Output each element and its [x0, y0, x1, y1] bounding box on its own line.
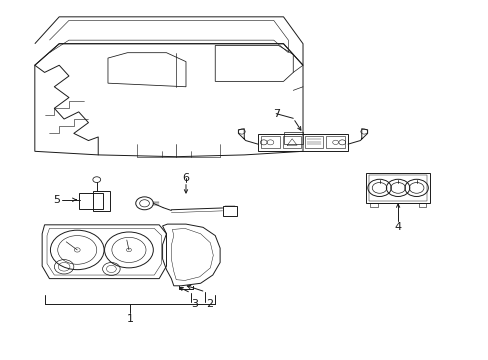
Bar: [79, 193, 103, 209]
Bar: [368, 175, 426, 201]
Text: 2: 2: [205, 299, 212, 309]
Text: 4: 4: [394, 222, 401, 231]
Bar: [283, 136, 301, 148]
Text: 3: 3: [191, 299, 198, 309]
Bar: [418, 203, 426, 207]
Bar: [369, 203, 377, 207]
Bar: [222, 206, 237, 216]
Bar: [257, 134, 347, 151]
Bar: [304, 136, 323, 148]
Bar: [366, 173, 429, 203]
Text: 6: 6: [182, 173, 189, 183]
Text: 1: 1: [126, 314, 133, 324]
Text: 7: 7: [272, 109, 279, 119]
Bar: [325, 136, 344, 148]
Bar: [261, 136, 279, 148]
Bar: [93, 192, 110, 211]
Text: 5: 5: [53, 195, 60, 205]
